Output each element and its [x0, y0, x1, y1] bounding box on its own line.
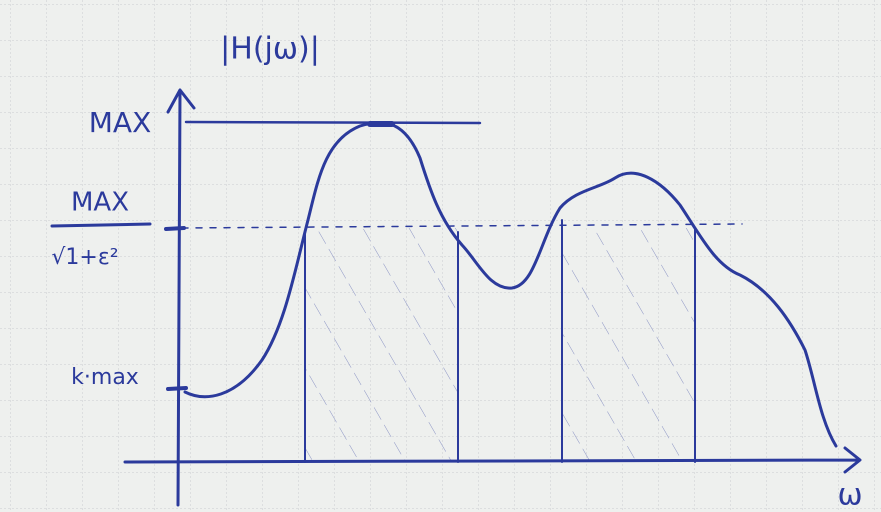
passband-hatch — [305, 228, 458, 462]
max-line — [186, 122, 480, 123]
k-max-label: k·max — [71, 365, 139, 390]
sketch: |H(jω)| MAX MAX √1+ε² k·max ω — [0, 0, 881, 512]
x-axis-label: ω — [837, 478, 862, 512]
max-label: MAX — [89, 106, 152, 139]
fraction-numerator: MAX — [71, 188, 129, 218]
fraction-denominator: √1+ε² — [51, 245, 118, 270]
y-axis-label: |H(jω)| — [220, 32, 320, 67]
fraction-bar — [52, 224, 150, 226]
passband-hatch — [562, 228, 695, 462]
